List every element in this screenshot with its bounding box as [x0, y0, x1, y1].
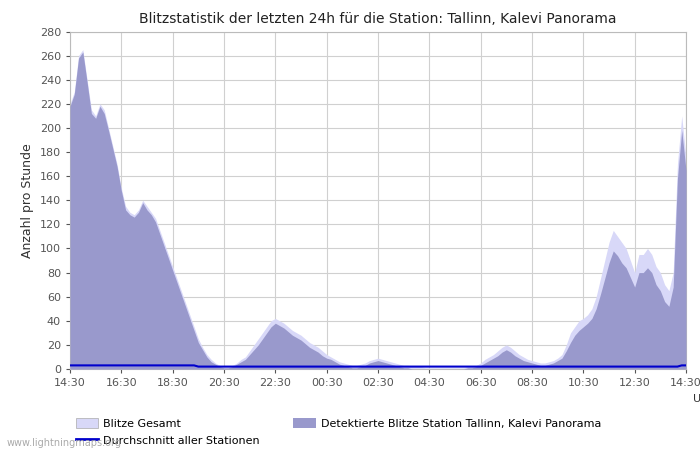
Y-axis label: Anzahl pro Stunde: Anzahl pro Stunde	[21, 143, 34, 257]
Text: www.lightningmaps.org: www.lightningmaps.org	[7, 438, 122, 448]
Title: Blitzstatistik der letzten 24h für die Station: Tallinn, Kalevi Panorama: Blitzstatistik der letzten 24h für die S…	[139, 12, 617, 26]
Legend: Blitze Gesamt, Durchschnitt aller Stationen, Detektierte Blitze Station Tallinn,: Blitze Gesamt, Durchschnitt aller Statio…	[76, 418, 601, 446]
Text: Uhrzeit: Uhrzeit	[693, 394, 700, 404]
